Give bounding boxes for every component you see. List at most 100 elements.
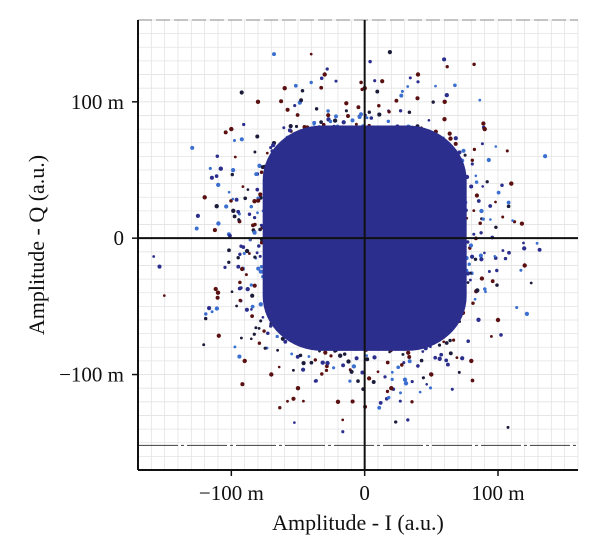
- scatter-point: [236, 255, 240, 260]
- scatter-point: [241, 185, 245, 188]
- scatter-point: [402, 361, 406, 365]
- scatter-point: [463, 153, 467, 157]
- scatter-point: [407, 355, 412, 359]
- scatter-point: [287, 128, 292, 133]
- scatter-point: [470, 162, 474, 166]
- scatter-point: [483, 287, 487, 291]
- scatter-point: [227, 260, 231, 264]
- scatter-point: [323, 350, 328, 355]
- scatter-point: [506, 200, 511, 205]
- scatter-point: [398, 109, 403, 113]
- scatter-point: [269, 324, 273, 328]
- x-tick-label: 100 m: [471, 481, 524, 505]
- scatter-point: [230, 290, 234, 294]
- scatter-point: [334, 114, 338, 119]
- scatter-point: [465, 271, 471, 276]
- scatter-point: [243, 196, 248, 201]
- scatter-point: [457, 370, 461, 374]
- scatter-point: [224, 204, 229, 209]
- scatter-point: [350, 118, 355, 123]
- scatter-point: [399, 391, 402, 395]
- scatter-point: [257, 326, 261, 330]
- scatter-point: [334, 79, 338, 83]
- scatter-point: [360, 370, 365, 375]
- scatter-point: [252, 230, 257, 235]
- scatter-point: [481, 121, 486, 126]
- scatter-point: [237, 354, 242, 359]
- scatter-point: [377, 104, 381, 108]
- scatter-point: [301, 361, 306, 366]
- scatter-point: [209, 175, 214, 180]
- scatter-point: [332, 118, 338, 123]
- scatter-point: [401, 352, 405, 356]
- scatter-point: [227, 233, 232, 238]
- scatter-point: [383, 375, 387, 379]
- scatter-point: [259, 265, 264, 269]
- scatter-point: [283, 339, 288, 344]
- scatter-point: [476, 317, 481, 322]
- scatter-point: [216, 182, 221, 188]
- scatter-point: [207, 306, 212, 311]
- scatter-point: [314, 379, 318, 383]
- scatter-point: [461, 148, 466, 153]
- data-point: [282, 86, 287, 91]
- scatter-point: [319, 120, 323, 124]
- scatter-point: [249, 337, 253, 341]
- scatter-point: [293, 421, 296, 424]
- scatter-point: [290, 352, 294, 356]
- scatter-point: [485, 180, 489, 184]
- scatter-point: [320, 372, 324, 376]
- scatter-point: [387, 110, 391, 114]
- scatter-point: [319, 85, 324, 90]
- scatter-point: [406, 85, 410, 88]
- scatter-point: [453, 83, 457, 88]
- scatter-point: [232, 138, 237, 143]
- scatter-point: [428, 386, 433, 390]
- scatter-point: [214, 306, 220, 311]
- scatter-point: [162, 294, 166, 297]
- scatter-point: [293, 83, 298, 88]
- scatter-point: [231, 208, 236, 213]
- scatter-point: [272, 52, 276, 57]
- scatter-point: [437, 343, 442, 347]
- scatter-point: [242, 122, 246, 127]
- scatter-point: [252, 283, 257, 288]
- ticks: −100 m 0 100 m 100 m 0 −100 m: [59, 90, 524, 505]
- scatter-point: [472, 147, 477, 152]
- scatter-point: [329, 354, 333, 358]
- scatter-point: [466, 339, 470, 343]
- scatter-point: [262, 329, 266, 333]
- scatter-point: [302, 399, 305, 403]
- scatter-point: [453, 141, 458, 146]
- scatter-point: [240, 266, 245, 272]
- scatter-point: [529, 281, 533, 285]
- scatter-point: [425, 382, 429, 386]
- scatter-point: [255, 134, 260, 139]
- scatter-point: [238, 280, 242, 285]
- scatter-point: [190, 145, 195, 150]
- scatter-point: [257, 163, 262, 168]
- scatter-point: [341, 418, 345, 422]
- scatter-point: [410, 380, 414, 384]
- scatter-point: [470, 158, 475, 163]
- scatter-point: [494, 225, 498, 230]
- scatter-point: [390, 370, 394, 374]
- scatter-point: [468, 243, 474, 248]
- scatter-point: [325, 360, 330, 366]
- scatter-point: [351, 364, 357, 369]
- scatter-point: [483, 251, 486, 255]
- scatter-point: [254, 172, 259, 177]
- y-tick-label: −100 m: [59, 363, 124, 387]
- data-point: [522, 263, 527, 268]
- scatter-point: [371, 380, 376, 384]
- scatter-point: [496, 190, 501, 195]
- scatter-point: [453, 136, 458, 141]
- scatter-point: [348, 379, 352, 383]
- scatter-point: [244, 307, 249, 312]
- data-point: [295, 386, 301, 391]
- scatter-point: [448, 351, 453, 356]
- scatter-point: [394, 98, 399, 103]
- scatter-point: [400, 89, 404, 93]
- scatter-point: [312, 120, 317, 125]
- scatter-point: [448, 338, 452, 343]
